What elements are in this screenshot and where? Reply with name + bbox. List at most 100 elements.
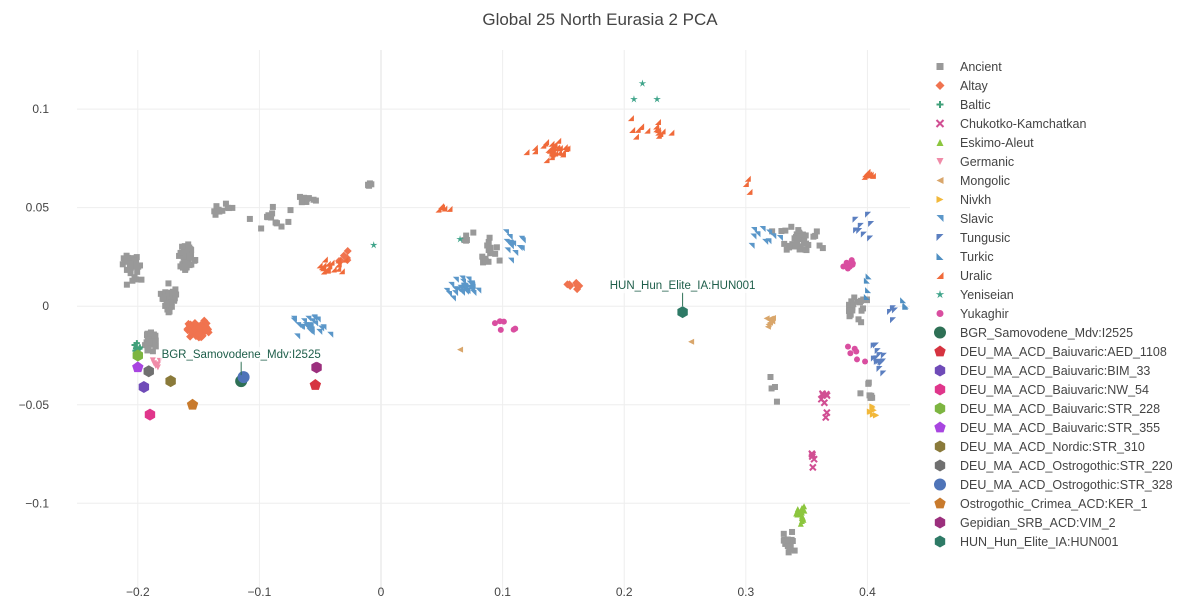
data-point[interactable]	[852, 216, 859, 223]
data-point[interactable]	[170, 297, 177, 304]
sample-point[interactable]	[237, 371, 250, 384]
data-point[interactable]	[860, 231, 867, 238]
data-point[interactable]	[819, 245, 826, 252]
data-point[interactable]	[870, 342, 877, 349]
data-point[interactable]	[866, 408, 873, 415]
data-point[interactable]	[561, 144, 568, 151]
data-point[interactable]	[229, 204, 236, 211]
data-point[interactable]	[224, 204, 231, 211]
data-point[interactable]	[166, 289, 173, 296]
legend-marker[interactable]	[936, 196, 944, 203]
data-point[interactable]	[803, 247, 810, 254]
data-point[interactable]	[191, 257, 198, 264]
data-point[interactable]	[132, 347, 139, 354]
data-point[interactable]	[502, 229, 509, 236]
data-point[interactable]	[320, 268, 327, 275]
sample-point[interactable]	[165, 375, 176, 388]
data-point[interactable]	[816, 242, 823, 249]
data-point[interactable]	[565, 280, 574, 289]
data-point[interactable]	[863, 277, 870, 284]
data-point[interactable]	[316, 328, 323, 335]
data-point[interactable]	[846, 313, 853, 320]
data-point[interactable]	[457, 288, 464, 295]
data-point[interactable]	[847, 350, 854, 357]
data-point[interactable]	[469, 281, 476, 288]
data-point[interactable]	[295, 322, 302, 329]
legend-marker[interactable]	[936, 253, 944, 260]
data-point[interactable]	[446, 205, 453, 212]
data-point[interactable]	[849, 261, 856, 268]
legend-item[interactable]: Turkic	[930, 247, 1173, 266]
data-point[interactable]	[470, 289, 477, 296]
data-point[interactable]	[461, 237, 468, 244]
data-point[interactable]	[688, 338, 695, 345]
data-point[interactable]	[769, 228, 776, 235]
data-point[interactable]	[768, 385, 775, 392]
data-point[interactable]	[523, 149, 530, 156]
legend-marker[interactable]	[936, 158, 944, 165]
data-point[interactable]	[786, 244, 793, 251]
legend-marker[interactable]	[934, 516, 946, 529]
data-point[interactable]	[129, 277, 136, 284]
legend-item[interactable]: HUN_Hun_Elite_IA:HUN001	[930, 532, 1173, 551]
data-point[interactable]	[321, 256, 328, 263]
data-point[interactable]	[845, 307, 852, 314]
data-point[interactable]	[131, 257, 138, 264]
data-point[interactable]	[168, 303, 175, 310]
legend-marker[interactable]	[934, 459, 946, 472]
data-point[interactable]	[176, 252, 183, 259]
data-point[interactable]	[856, 299, 863, 306]
data-point[interactable]	[504, 247, 511, 254]
data-point[interactable]	[120, 255, 127, 262]
data-point[interactable]	[452, 290, 459, 297]
data-point[interactable]	[285, 218, 292, 225]
data-point[interactable]	[880, 352, 887, 359]
data-point[interactable]	[460, 283, 467, 290]
legend-item[interactable]: DEU_MA_ACD_Nordic:STR_310	[930, 437, 1173, 456]
data-point[interactable]	[844, 265, 851, 272]
data-point[interactable]	[788, 223, 795, 230]
data-point[interactable]	[213, 203, 220, 210]
data-point[interactable]	[891, 307, 898, 314]
legend-marker[interactable]	[935, 81, 945, 90]
data-point[interactable]	[512, 325, 519, 332]
data-point[interactable]	[791, 547, 798, 554]
data-point[interactable]	[653, 123, 660, 130]
data-point[interactable]	[147, 329, 154, 336]
legend-marker[interactable]	[934, 345, 946, 357]
data-point[interactable]	[786, 546, 793, 553]
data-point[interactable]	[287, 207, 294, 214]
data-point[interactable]	[780, 530, 787, 537]
data-point[interactable]	[846, 301, 853, 308]
legend-item[interactable]: Gepidian_SRB_ACD:VIM_2	[930, 513, 1173, 532]
data-point[interactable]	[123, 266, 130, 273]
data-point[interactable]	[865, 287, 872, 294]
data-point[interactable]	[485, 247, 492, 254]
data-point[interactable]	[748, 242, 755, 249]
data-point[interactable]	[167, 299, 174, 306]
data-point[interactable]	[316, 262, 323, 269]
sample-point[interactable]	[144, 408, 156, 421]
data-point[interactable]	[152, 343, 159, 350]
data-point[interactable]	[366, 182, 373, 189]
legend-marker[interactable]	[934, 364, 946, 377]
data-point[interactable]	[867, 394, 874, 401]
data-point[interactable]	[123, 281, 130, 288]
data-point[interactable]	[470, 229, 477, 236]
data-point[interactable]	[866, 171, 873, 178]
data-point[interactable]	[177, 249, 184, 256]
data-point[interactable]	[121, 258, 128, 265]
data-point[interactable]	[459, 289, 466, 296]
data-point[interactable]	[759, 225, 766, 232]
data-point[interactable]	[858, 307, 865, 314]
data-point[interactable]	[342, 256, 349, 263]
data-point[interactable]	[808, 449, 816, 458]
data-point[interactable]	[554, 145, 561, 152]
sample-point[interactable]	[186, 398, 199, 410]
data-point[interactable]	[843, 259, 850, 266]
data-point[interactable]	[783, 538, 790, 545]
data-point[interactable]	[188, 261, 195, 268]
data-point[interactable]	[491, 320, 498, 327]
data-point[interactable]	[863, 297, 870, 304]
data-point[interactable]	[902, 303, 909, 310]
